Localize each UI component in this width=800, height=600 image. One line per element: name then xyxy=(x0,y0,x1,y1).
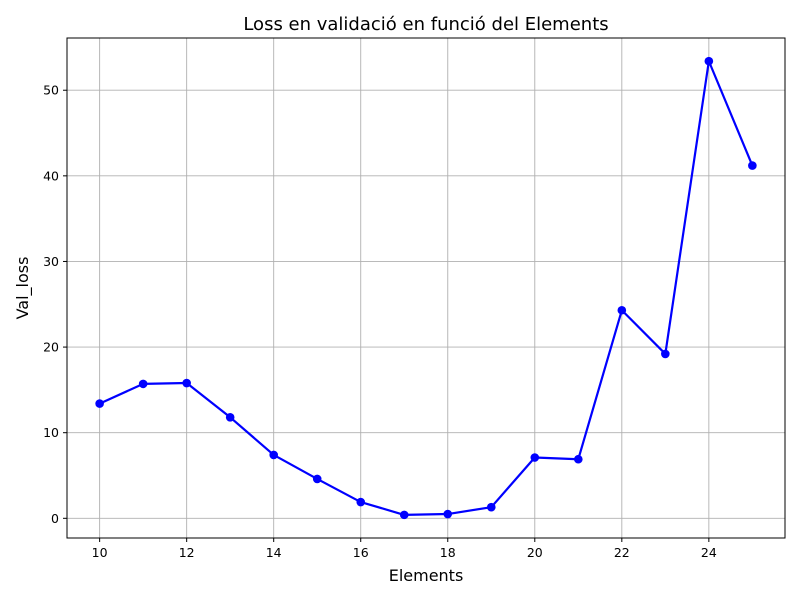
data-point xyxy=(95,399,104,408)
data-point xyxy=(269,450,278,460)
series-line xyxy=(99,60,754,516)
y-tick-label: 0 xyxy=(51,511,59,526)
y-tick-label: 30 xyxy=(43,254,59,269)
grid xyxy=(67,38,785,538)
x-tick-label: 24 xyxy=(701,545,717,560)
x-tick-label: 10 xyxy=(92,545,108,560)
x-tick-label: 22 xyxy=(614,545,630,560)
y-tick-label: 10 xyxy=(43,425,59,440)
data-point xyxy=(486,502,496,512)
y-tick-label: 50 xyxy=(43,83,59,98)
data-point xyxy=(225,412,235,422)
x-axis-label: Elements xyxy=(389,566,464,585)
data-point xyxy=(617,305,627,315)
data-point xyxy=(748,161,757,170)
axis-ticks: 10 12 14 16 18 20 22 24 0 10 20 30 40 50 xyxy=(43,83,717,560)
data-point xyxy=(530,453,540,462)
y-tick-label: 40 xyxy=(43,168,59,183)
x-tick-label: 18 xyxy=(440,545,456,560)
y-tick-label: 20 xyxy=(43,340,59,355)
data-point xyxy=(312,474,322,484)
data-point xyxy=(574,454,583,464)
x-tick-label: 20 xyxy=(527,545,543,560)
data-point xyxy=(443,509,453,519)
plot-frame xyxy=(66,37,786,539)
x-tick-label: 16 xyxy=(353,545,369,560)
data-point xyxy=(661,349,670,359)
y-axis-label: Val_loss xyxy=(13,257,33,320)
series-layer xyxy=(95,56,757,520)
data-point xyxy=(138,379,148,389)
data-point xyxy=(356,497,366,507)
x-tick-label: 14 xyxy=(266,545,282,560)
chart-title: Loss en validació en funció del Elements xyxy=(243,14,608,35)
data-point xyxy=(704,56,714,66)
data-point xyxy=(182,378,191,388)
data-point xyxy=(399,510,409,520)
x-tick-label: 12 xyxy=(179,545,195,560)
